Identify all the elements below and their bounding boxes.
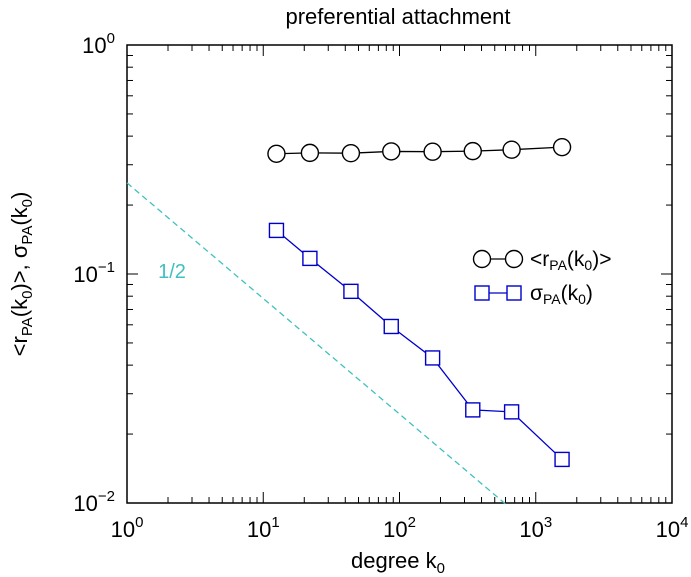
legend-label-1: σPA(k0)	[530, 282, 593, 307]
x-tick-label: 102	[383, 514, 416, 542]
plot-frame	[126, 44, 673, 504]
x-tick-label: 103	[519, 514, 552, 542]
y-axis-label: <rPA(k0)>, σPA(k0)	[7, 192, 36, 357]
data-point	[502, 140, 521, 159]
y-tick-label: 10−2	[73, 488, 115, 516]
x-tick-label: 101	[247, 514, 280, 542]
data-point	[302, 250, 318, 267]
y-tick-label: 10−1	[73, 259, 115, 287]
data-point	[465, 402, 481, 418]
reference-line: 1/2	[126, 182, 506, 505]
data-point	[423, 142, 442, 161]
series-0	[267, 137, 572, 163]
data-point	[341, 143, 361, 163]
axis-ticks	[126, 45, 672, 504]
data-point	[463, 141, 482, 161]
tick-labels: 100 101 102 103 104 10−2 10−1 100	[73, 30, 688, 542]
data-point	[300, 143, 320, 163]
legend-label-0: <rPA(k0)>	[530, 248, 611, 273]
plot-area	[126, 44, 673, 504]
data-point	[554, 451, 570, 468]
legend-marker	[504, 249, 524, 269]
series-1	[268, 222, 570, 468]
data-point	[383, 318, 399, 335]
y-tick-label: 100	[82, 30, 115, 58]
chart-title: preferential attachment	[285, 4, 510, 29]
data-point	[343, 283, 359, 300]
x-axis-label: degree k0	[351, 548, 445, 577]
legend: <rPA(k0)> σPA(k0)	[472, 248, 611, 307]
legend-marker	[472, 249, 492, 269]
data-point	[503, 404, 520, 420]
series-group	[267, 137, 572, 468]
data-point	[382, 142, 401, 161]
data-point	[552, 137, 572, 157]
slope-reference-line	[126, 182, 506, 505]
legend-marker	[474, 285, 490, 301]
slope-label: 1/2	[158, 261, 186, 283]
x-tick-label: 100	[111, 514, 144, 542]
legend-marker	[506, 285, 522, 301]
data-point	[424, 350, 441, 366]
data-point	[268, 222, 285, 239]
data-point	[267, 144, 286, 163]
x-tick-label: 104	[656, 514, 689, 542]
